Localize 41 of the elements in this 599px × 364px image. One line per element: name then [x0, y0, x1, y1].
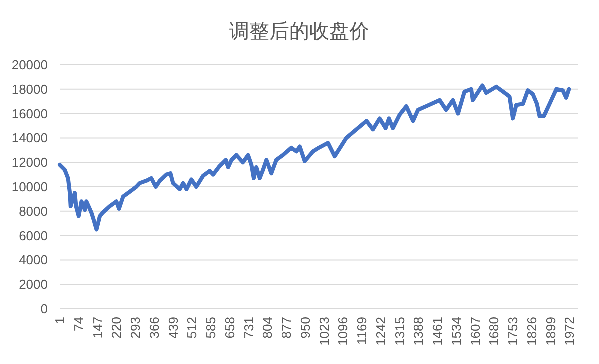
y-tick-label: 16000: [12, 106, 48, 122]
x-tick-label: 74: [71, 317, 86, 332]
x-tick-label: 512: [184, 317, 200, 339]
x-tick-label: 1753: [506, 317, 521, 346]
x-tick-label: 1534: [448, 317, 464, 346]
x-tick-label: 1826: [524, 317, 540, 346]
x-tick-label: 1461: [430, 317, 446, 346]
y-tick-label: 10000: [12, 180, 48, 194]
y-tick-label: 0: [40, 302, 48, 316]
y-tick-label: 4000: [19, 252, 48, 268]
x-tick-label: 1315: [392, 317, 408, 346]
chart-title: 调整后的收盘价: [230, 21, 370, 43]
x-tick-label: 1972: [562, 317, 578, 346]
x-tick-label: 439: [166, 317, 181, 339]
x-tick-label: 658: [222, 317, 238, 339]
x-tick-label: 1: [52, 317, 68, 324]
x-tick-label: 293: [128, 317, 144, 339]
x-tick-label: 1607: [468, 317, 483, 346]
y-tick-label: 2000: [19, 277, 48, 292]
x-tick-label: 731: [241, 317, 256, 339]
y-tick-label: 12000: [12, 155, 48, 170]
line-series: [58, 84, 572, 232]
y-tick-label: 8000: [19, 204, 48, 219]
x-tick-label: 147: [90, 317, 106, 339]
x-tick-label: 950: [298, 317, 313, 339]
x-tick-label: 1388: [411, 317, 426, 346]
y-tick-label: 6000: [19, 228, 48, 244]
x-tick-label: 1023: [316, 317, 332, 346]
x-tick-label: 877: [279, 317, 294, 339]
x-tick-label: 1680: [486, 317, 502, 346]
x-tick-label: 804: [260, 317, 276, 339]
y-tick-label: 18000: [12, 82, 48, 97]
y-tick-label: 20000: [12, 58, 48, 72]
y-tick-label: 14000: [12, 130, 48, 146]
x-tick-label: 220: [109, 317, 124, 339]
x-tick-label: 1096: [336, 317, 351, 346]
x-tick-label: 1242: [373, 317, 388, 346]
x-tick-label: 1169: [354, 317, 370, 345]
x-tick-label: 366: [146, 317, 162, 339]
x-tick-label: 585: [204, 317, 219, 339]
x-tick-label: 1899: [543, 317, 558, 346]
